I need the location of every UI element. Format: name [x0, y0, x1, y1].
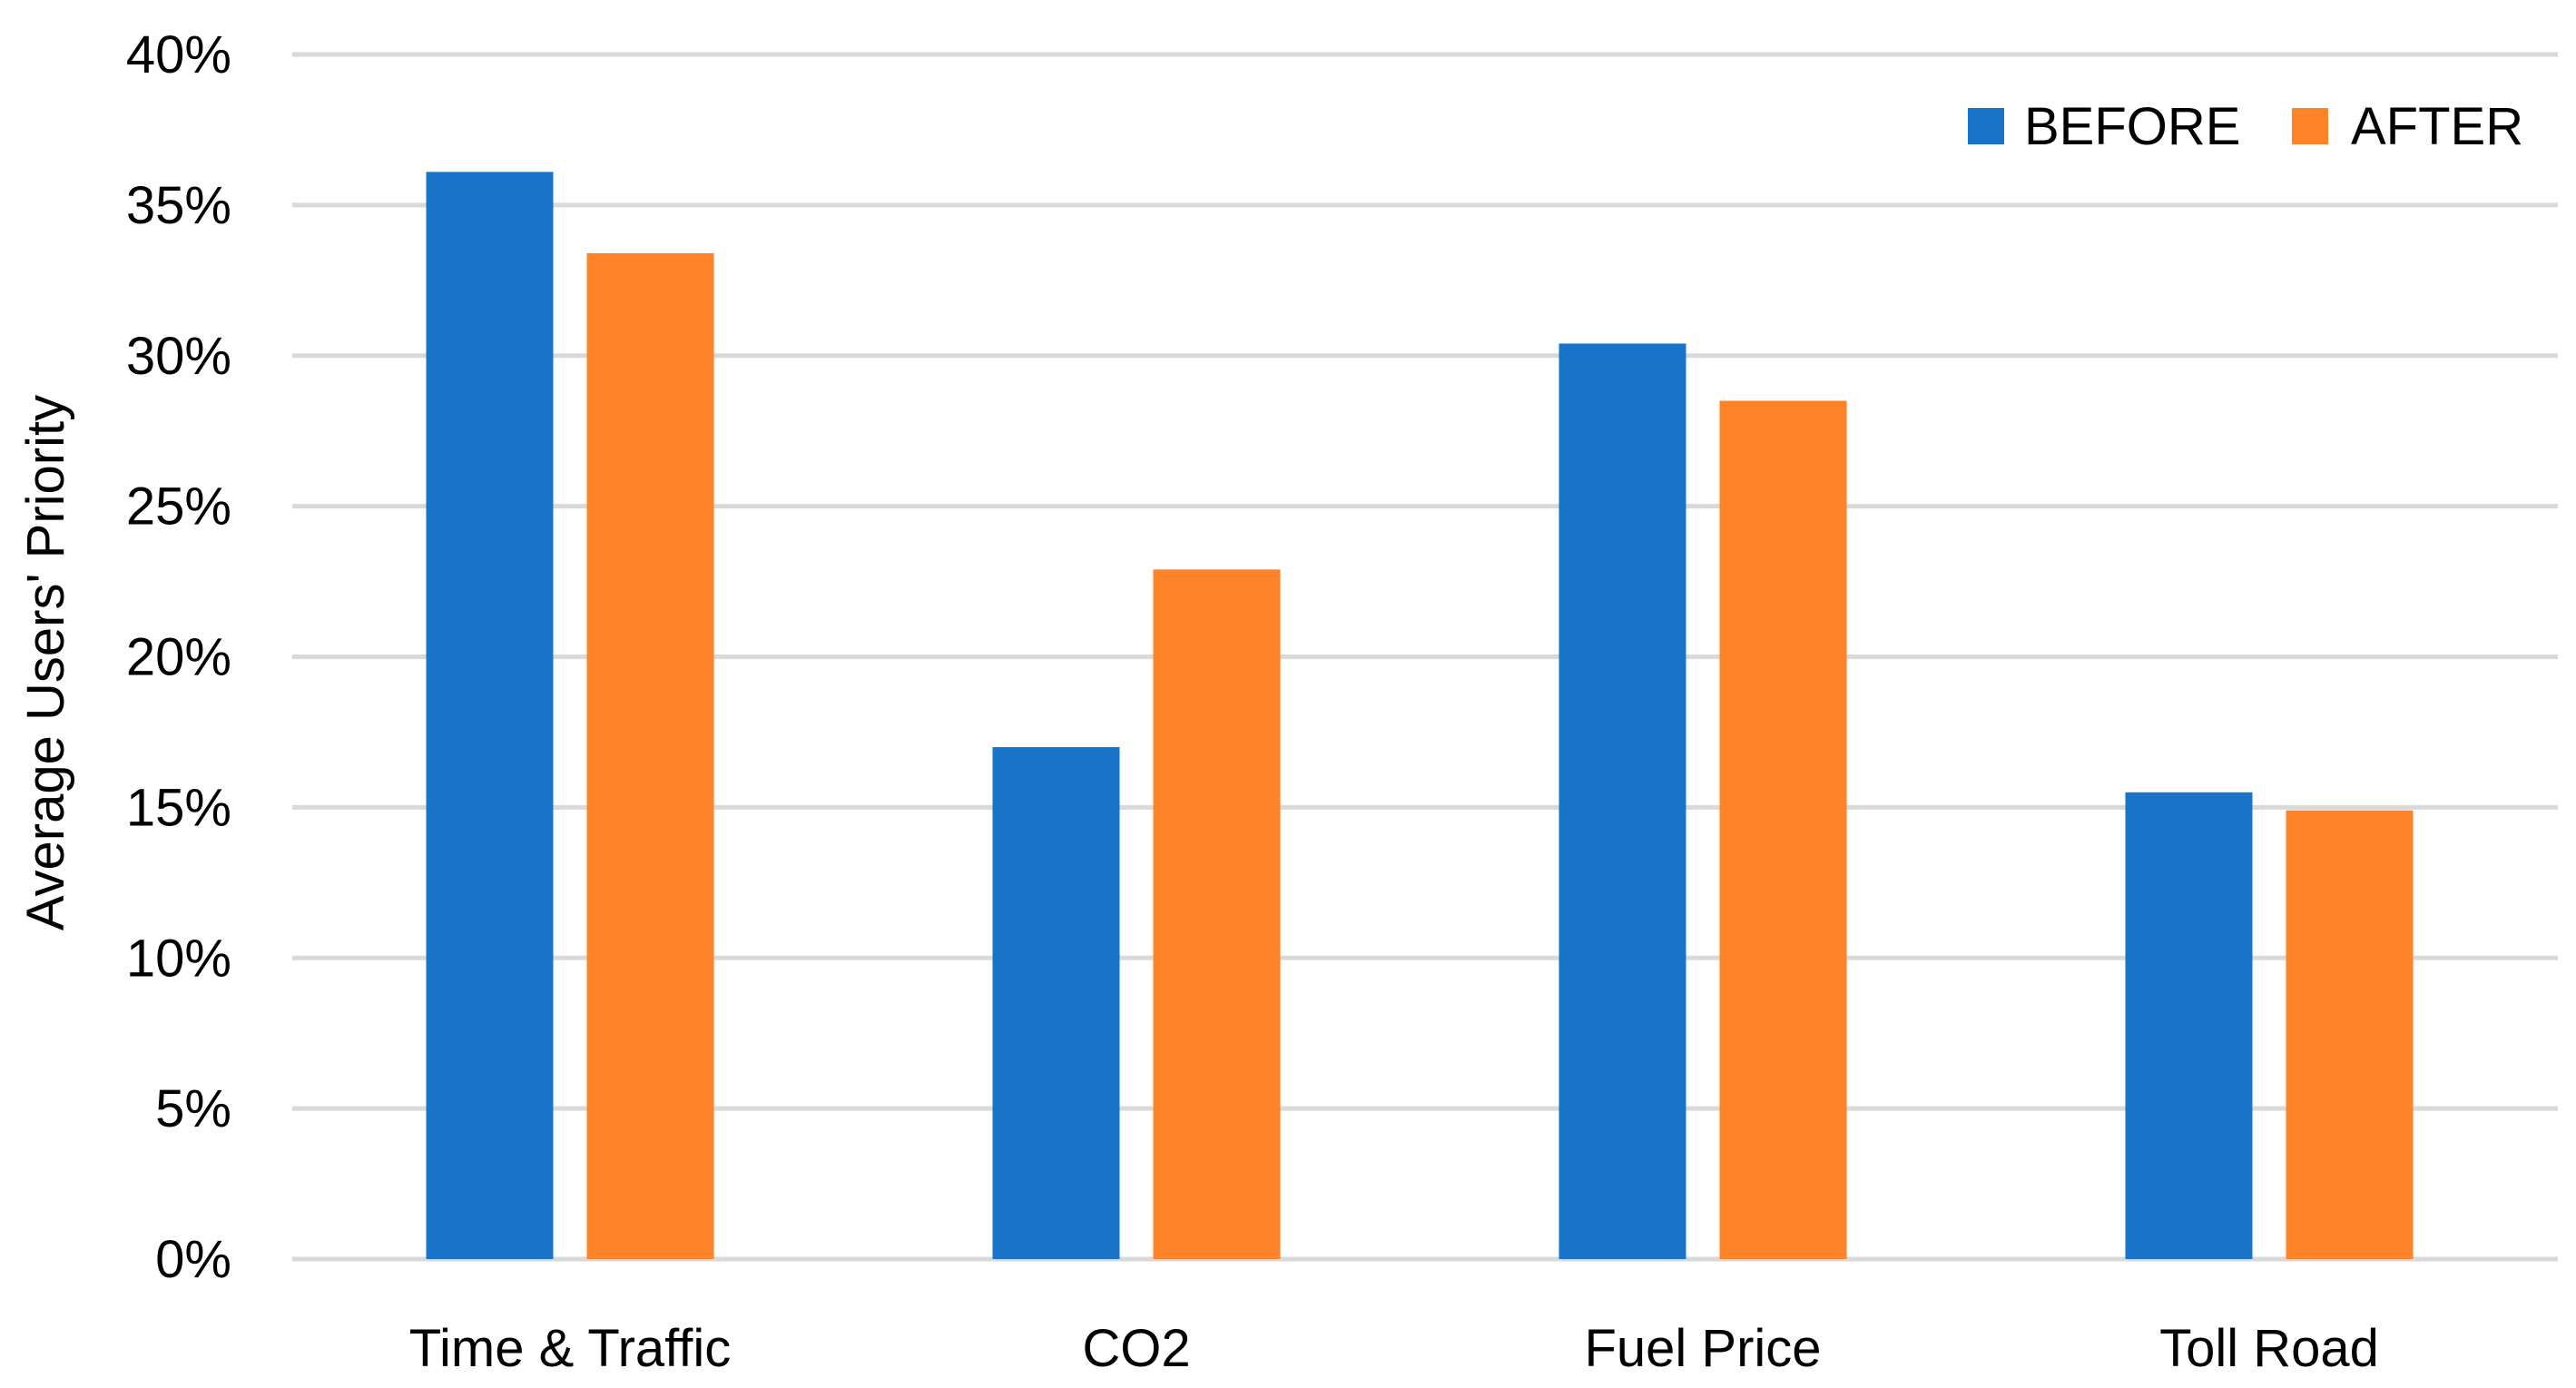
- y-axis-tick-labels: 0% 5% 10% 15% 20% 25% 30% 35% 40%: [126, 25, 231, 1289]
- y-tick-label: 35%: [126, 176, 231, 235]
- y-tick-label: 5%: [155, 1079, 231, 1138]
- x-tick-label: Fuel Price: [1584, 1319, 1821, 1378]
- y-tick-label: 0%: [155, 1230, 231, 1289]
- y-tick-label: 10%: [126, 929, 231, 988]
- bar-before-2: [1558, 343, 1686, 1260]
- y-tick-label: 30%: [126, 327, 231, 386]
- bar-before-3: [2125, 792, 2253, 1259]
- bar-before-0: [426, 172, 554, 1259]
- bar-after-3: [2286, 810, 2414, 1259]
- y-tick-label: 15%: [126, 778, 231, 837]
- x-tick-label: Time & Traffic: [409, 1319, 732, 1378]
- x-axis-tick-labels: Time & Traffic CO2 Fuel Price Toll Road: [409, 1319, 2379, 1378]
- legend: BEFORE AFTER: [1968, 97, 2523, 156]
- y-tick-label: 20%: [126, 628, 231, 687]
- y-axis-title: Average Users' Priority: [16, 395, 75, 930]
- legend-swatch-after: [2292, 108, 2328, 144]
- legend-label-before: BEFORE: [2024, 97, 2241, 156]
- bars: [426, 172, 2414, 1260]
- legend-swatch-before: [1968, 108, 2004, 144]
- y-tick-label: 25%: [126, 477, 231, 536]
- legend-label-after: AFTER: [2351, 97, 2523, 156]
- x-tick-label: CO2: [1082, 1319, 1190, 1378]
- bar-after-1: [1153, 569, 1281, 1259]
- y-tick-label: 40%: [126, 25, 231, 84]
- x-tick-label: Toll Road: [2159, 1319, 2379, 1378]
- bar-before-1: [992, 747, 1120, 1259]
- bar-after-0: [586, 252, 714, 1260]
- bar-after-2: [1719, 400, 1847, 1259]
